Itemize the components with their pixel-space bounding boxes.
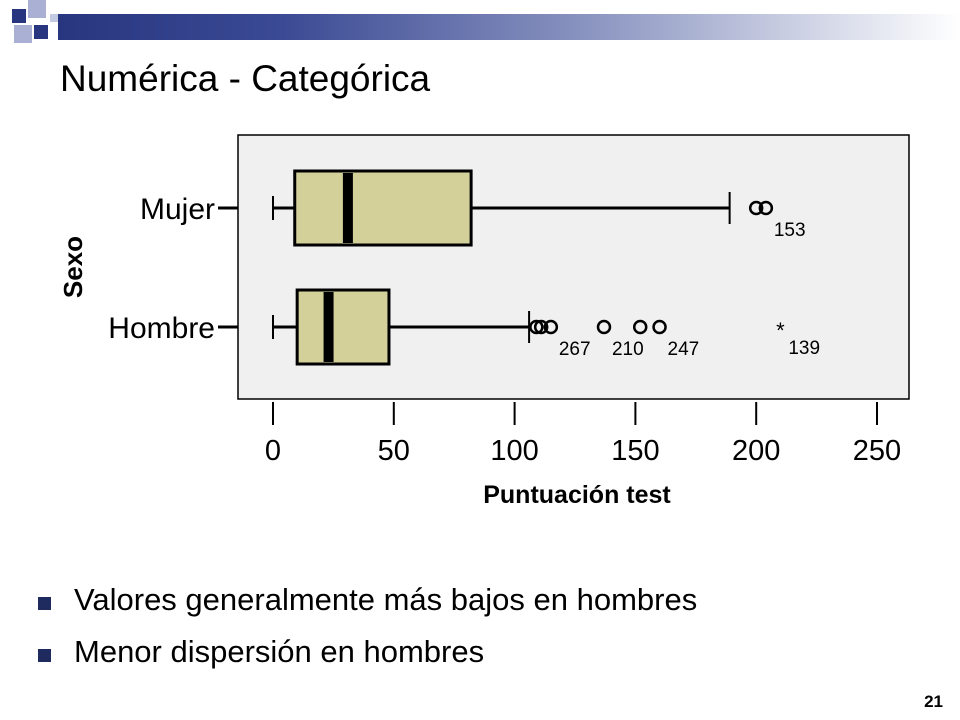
y-axis-label: Sexo xyxy=(58,236,88,298)
x-tick-label: 0 xyxy=(265,435,281,467)
x-tick-label: 50 xyxy=(378,435,410,467)
logo-square-light-3 xyxy=(50,14,58,22)
box-hombre xyxy=(295,288,391,366)
logo-square-dark-2 xyxy=(34,25,48,39)
y-tick-label: Hombre xyxy=(108,312,215,345)
bullet-text: Valores generalmente más bajos en hombre… xyxy=(74,582,698,617)
x-axis-label: Puntuación test xyxy=(483,481,671,509)
outlier-label: 153 xyxy=(774,220,806,241)
outlier-marker xyxy=(632,319,648,335)
outlier-label: 139 xyxy=(788,338,820,359)
outlier-marker xyxy=(543,319,559,335)
page-number: 21 xyxy=(924,692,943,711)
box-mujer xyxy=(293,169,473,247)
outlier-marker xyxy=(596,319,612,335)
outlier-label: 267 xyxy=(559,339,591,360)
bullet-square-icon xyxy=(38,597,51,610)
x-tick-label: 150 xyxy=(611,435,659,467)
logo-square-light-2 xyxy=(14,25,32,43)
outlier-label: 247 xyxy=(668,339,700,360)
outlier-marker xyxy=(652,319,667,335)
y-tick-label: Mujer xyxy=(140,193,215,226)
x-tick-label: 100 xyxy=(490,435,538,467)
extreme-outlier-marker: * xyxy=(776,318,785,343)
outlier-marker xyxy=(758,200,774,216)
outlier-marker xyxy=(533,319,549,335)
boxplot-chart: Mujer Hombre Sexo 0 50 100 150 200 250 Puntuación… xyxy=(58,134,910,509)
bullet-square-icon xyxy=(38,649,51,662)
x-tick-label: 200 xyxy=(732,435,780,467)
title-accent-bar xyxy=(58,14,960,40)
slide-title: Numérica - Categórica xyxy=(60,58,431,99)
bullet-text: Menor dispersión en hombres xyxy=(74,634,485,669)
logo-square-dark-1 xyxy=(12,9,26,23)
logo-square-light-1 xyxy=(28,0,46,18)
outlier-label: 210 xyxy=(612,339,644,360)
outlier-marker xyxy=(748,200,764,216)
outlier-marker xyxy=(529,319,544,335)
x-tick-label: 250 xyxy=(853,435,901,467)
